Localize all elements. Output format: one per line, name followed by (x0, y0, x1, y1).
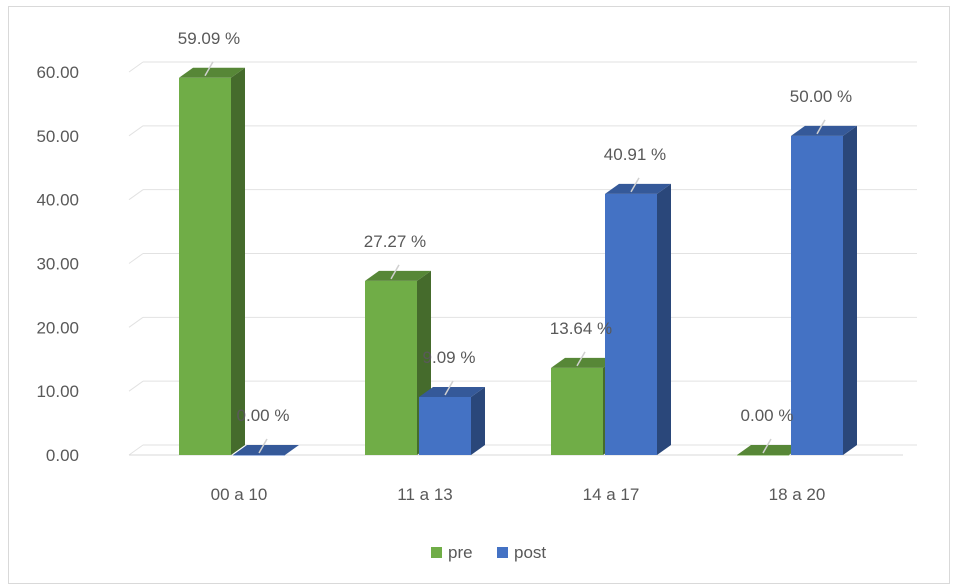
bar-side (231, 67, 245, 455)
bar-front (737, 455, 789, 456)
data-label-leader (576, 351, 586, 367)
data-label-leader (816, 119, 826, 135)
data-label: 59.09 % (178, 29, 240, 48)
data-label: 27.27 % (364, 232, 426, 251)
bar-front (551, 367, 603, 455)
bar-front (233, 455, 285, 456)
y-axis: 0.00 10.00 20.00 30.00 40.00 50.00 60.00 (36, 63, 79, 465)
data-label: 0.00 % (741, 406, 794, 425)
bar-post-2 (605, 183, 671, 455)
gridline-diagonal (128, 444, 144, 456)
bar-side (843, 125, 857, 455)
bar-side (471, 386, 485, 455)
legend: pre post (431, 543, 546, 562)
bar-pre-1 (365, 270, 431, 455)
data-label: 0.00 % (237, 406, 290, 425)
bar-top (233, 445, 299, 455)
legend-item-post: post (497, 543, 546, 562)
y-tick-label: 40.00 (36, 191, 79, 210)
gridline-diagonal (128, 253, 144, 264)
data-label: 9.09 % (423, 348, 476, 367)
bar-front (605, 193, 657, 455)
y-tick-label: 0.00 (46, 446, 79, 465)
legend-item-pre: pre (431, 543, 473, 562)
data-label-leader (390, 264, 400, 280)
bar-top (737, 445, 803, 455)
bar-top (179, 67, 245, 78)
x-category-label: 14 a 17 (583, 485, 640, 504)
y-tick-label: 50.00 (36, 127, 79, 146)
gridline-diagonal (128, 125, 144, 137)
y-tick-label: 30.00 (36, 255, 79, 274)
bar-front (365, 280, 417, 455)
bar-front (419, 396, 471, 455)
chart-frame: 0.00 10.00 20.00 30.00 40.00 50.00 60.00 59.09… (8, 6, 950, 584)
data-label: 40.91 % (604, 145, 666, 164)
y-tick-label: 20.00 (36, 318, 79, 337)
bar-post-3 (791, 125, 857, 456)
data-labels: 59.09 % 0.00 % 27.27 % 9.09 % 13.64 % 40.91 %… (178, 29, 852, 454)
x-axis: 00 a 10 11 a 13 14 a 17 18 a 20 (211, 485, 826, 504)
y-tick-label: 60.00 (36, 63, 79, 82)
bar-top (605, 183, 671, 194)
gridline-diagonal (128, 380, 144, 392)
y-tick-label: 10.00 (36, 382, 79, 401)
bar-pre-3 (737, 445, 803, 456)
data-label: 13.64 % (550, 319, 612, 338)
x-category-label: 11 a 13 (397, 485, 452, 504)
data-label-leader (204, 61, 214, 77)
x-category-label: 18 a 20 (769, 485, 826, 504)
data-label-leader (444, 380, 454, 396)
bar-post-1 (419, 386, 485, 455)
bar-top (551, 357, 617, 368)
legend-label: post (514, 543, 546, 562)
bar-chart: 0.00 10.00 20.00 30.00 40.00 50.00 60.00 59.09… (36, 29, 917, 562)
bar-side (657, 183, 671, 455)
gridline-diagonal (128, 189, 144, 201)
gridline-diagonal (128, 61, 144, 73)
legend-swatch (497, 547, 508, 558)
bar-pre-0 (179, 67, 245, 455)
bars (179, 67, 857, 456)
bar-top (419, 386, 485, 397)
gridline-diagonal (128, 316, 144, 328)
legend-label: pre (448, 543, 473, 562)
bar-post-0 (233, 445, 299, 456)
data-label-leader (630, 177, 640, 193)
bar-top (791, 125, 857, 136)
data-label-leader (258, 438, 268, 454)
legend-swatch (431, 547, 442, 558)
data-label-leader (762, 438, 772, 454)
x-category-label: 00 a 10 (211, 485, 268, 504)
data-label: 50.00 % (790, 87, 852, 106)
bar-front (791, 135, 843, 456)
bar-front (179, 77, 231, 455)
bar-top (365, 270, 431, 281)
